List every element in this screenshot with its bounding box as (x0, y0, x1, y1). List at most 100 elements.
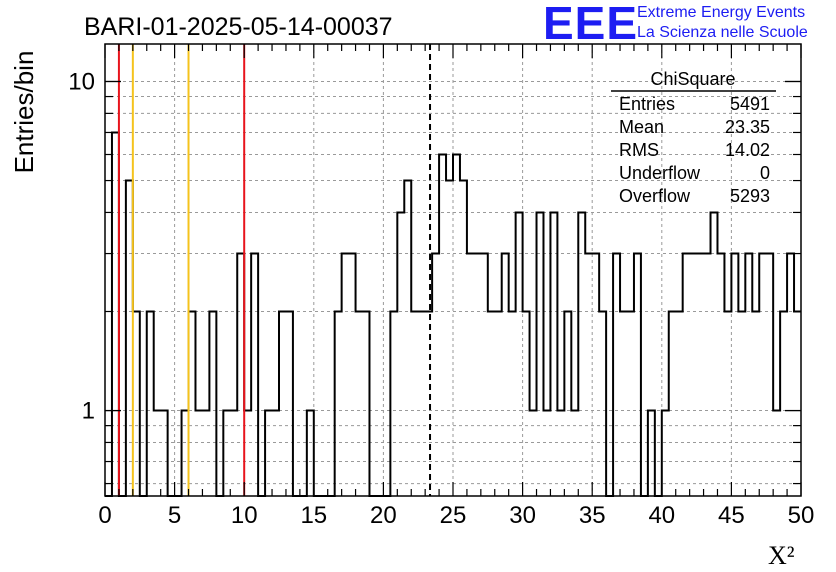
x-axis-label: X² (768, 541, 795, 570)
eee-logo-line1: Extreme Energy Events (637, 4, 806, 21)
histogram-bin (724, 312, 731, 496)
stats-title: ChiSquare (650, 69, 735, 89)
histogram-bin (126, 181, 133, 496)
histogram-series (105, 131, 801, 497)
x-tick-label: 20 (370, 502, 397, 529)
histogram-bin (537, 212, 544, 496)
histogram-bin (279, 312, 286, 496)
histogram-bin (780, 312, 787, 496)
histogram-bin (223, 411, 230, 496)
x-tick-label: 0 (98, 502, 111, 529)
histogram-bin (189, 312, 196, 496)
stats-label-overflow: Overflow (619, 186, 691, 206)
histogram-bin (620, 312, 627, 496)
x-tick-label: 15 (300, 502, 327, 529)
stats-value-underflow: 0 (760, 163, 770, 183)
histogram-bin (404, 181, 411, 496)
histogram-bin (286, 312, 293, 496)
histogram-bin (411, 312, 418, 496)
histogram-bin (738, 312, 745, 496)
histogram-bin (557, 411, 564, 496)
x-tick-label: 5 (168, 502, 181, 529)
histogram-bin (766, 254, 773, 496)
histogram-bin (154, 411, 161, 496)
histogram-bin (488, 312, 495, 496)
histogram-bin (446, 181, 453, 496)
histogram-bin (342, 254, 349, 496)
stats-value-mean: 23.35 (725, 117, 770, 137)
histogram-bin (418, 312, 425, 496)
histogram-bin (502, 254, 509, 496)
histogram-bin (662, 411, 669, 496)
histogram-bin (564, 312, 571, 496)
histogram-bin (578, 212, 585, 496)
histogram-bin (195, 411, 202, 496)
histogram-bin (683, 254, 690, 496)
histogram-bin (717, 254, 724, 496)
histogram-bin (335, 312, 342, 496)
y-tick-label: 10 (68, 68, 95, 95)
histogram-bin (599, 312, 606, 496)
stats-value-overflow: 5293 (730, 186, 770, 206)
histogram-bin (237, 254, 244, 496)
histogram-bin (627, 312, 634, 496)
histogram-bin (676, 312, 683, 496)
stats-label-rms: RMS (619, 140, 659, 160)
stats-label-underflow: Underflow (619, 163, 701, 183)
x-tick-label: 40 (648, 502, 675, 529)
histogram-bin (432, 254, 439, 496)
histogram-bin (543, 411, 550, 496)
histogram-bin (523, 312, 530, 496)
stats-value-entries: 5491 (730, 94, 770, 114)
histogram-bin (530, 411, 537, 496)
histogram-bin (439, 154, 446, 496)
histogram-bin (585, 254, 592, 496)
histogram-bin (495, 312, 502, 496)
histogram-bin (202, 411, 209, 496)
histogram-bin (704, 254, 711, 496)
histogram-bin (230, 411, 237, 496)
histogram-bin (787, 254, 794, 496)
histogram-bin (697, 254, 704, 496)
histogram-bin (356, 312, 363, 496)
x-axis-ticks: 0 5 10 15 20 25 30 35 40 45 50 (98, 44, 814, 529)
stats-box: ChiSquare Entries 5491 Mean 23.35 RMS 14… (611, 69, 776, 206)
eee-logo: EEE Extreme Energy Events La Scienza nel… (543, 0, 833, 49)
histogram-bin (467, 254, 474, 496)
histogram-bin (571, 411, 578, 496)
histogram-bin (133, 312, 140, 496)
histogram-bin (711, 212, 718, 496)
x-tick-label: 10 (231, 502, 258, 529)
eee-logo-line2: La Scienza nelle Scuole (637, 24, 808, 41)
histogram-bin (634, 254, 641, 496)
histogram-bin (390, 312, 397, 496)
histogram-bin (244, 411, 251, 496)
histogram-bin (550, 212, 557, 496)
histogram-bin (112, 132, 119, 496)
histogram-bin (363, 312, 370, 496)
x-tick-label: 50 (788, 502, 815, 529)
x-tick-label: 35 (579, 502, 606, 529)
histogram-bin (425, 312, 432, 496)
histogram-bin (731, 254, 738, 496)
y-axis-label: Entries/bin (9, 51, 39, 174)
histogram-bin (474, 254, 481, 496)
y-axis-ticks: 1 10 (68, 68, 801, 485)
histogram-bin (272, 411, 279, 496)
histogram-bin (516, 212, 523, 496)
histogram-bin (613, 254, 620, 496)
eee-logo-mark: EEE (543, 0, 639, 49)
x-tick-label: 45 (718, 502, 745, 529)
histogram-bin (509, 312, 516, 496)
histogram-bin (453, 154, 460, 496)
y-tick-label: 1 (82, 398, 95, 425)
stats-value-rms: 14.02 (725, 140, 770, 160)
marker-lines (117, 44, 432, 496)
histogram-bin (209, 312, 216, 496)
run-title: BARI-01-2025-05-14-00037 (84, 13, 393, 41)
stats-label-entries: Entries (619, 94, 675, 114)
histogram-bin (690, 254, 697, 496)
histogram-bin (251, 254, 258, 496)
